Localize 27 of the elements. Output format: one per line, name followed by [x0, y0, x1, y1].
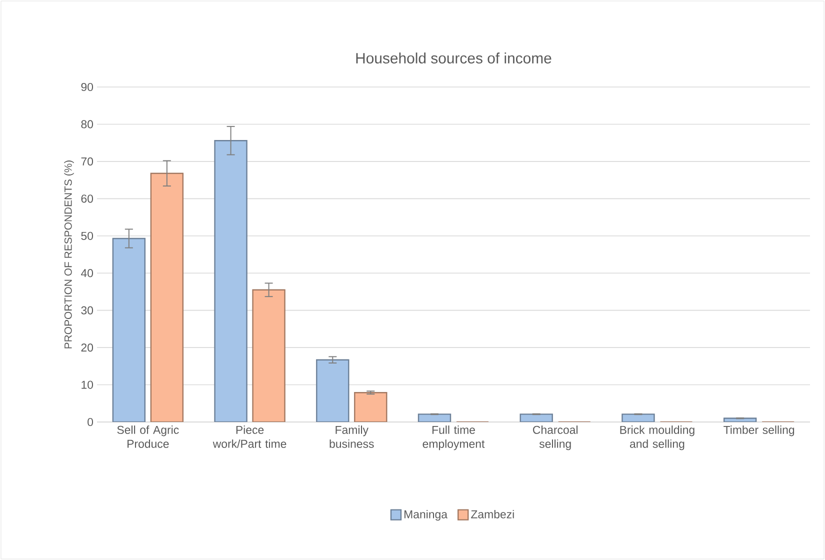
y-tick-label: 0 — [88, 418, 94, 426]
y-axis-title: PROPORTION OF RESPONDENTS (%) — [64, 160, 74, 348]
legend-label: Maninga — [404, 510, 448, 521]
y-tick-label: 20 — [81, 344, 94, 352]
bar — [150, 172, 184, 422]
y-tick-label: 50 — [81, 232, 94, 240]
y-tick-label: 60 — [81, 194, 94, 203]
x-tick-label: Brick moulding and selling — [620, 426, 694, 450]
y-tick-label: 80 — [81, 120, 94, 128]
x-tick-label: Full time employment — [422, 426, 485, 450]
x-tick-label: Family business — [330, 426, 374, 448]
x-tick-label: Timber selling — [724, 426, 794, 436]
x-tick-label: Sell of Agric Produce — [117, 426, 179, 448]
y-tick-label: 30 — [81, 306, 94, 314]
x-tick-label: Charcoal selling — [533, 426, 578, 450]
y-tick-label: 70 — [81, 157, 94, 166]
bar — [316, 359, 350, 422]
y-tick-label: 10 — [82, 380, 94, 389]
bar — [252, 289, 286, 422]
bar — [354, 392, 388, 422]
y-tick-label: 90 — [81, 82, 94, 92]
legend-label: Zambezi — [471, 510, 514, 518]
chart-title: Household sources of income — [356, 52, 552, 64]
x-tick-label: Piece work/Part time — [212, 426, 286, 448]
bar — [214, 140, 248, 422]
bar — [112, 238, 146, 422]
y-tick-label: 40 — [81, 269, 94, 278]
